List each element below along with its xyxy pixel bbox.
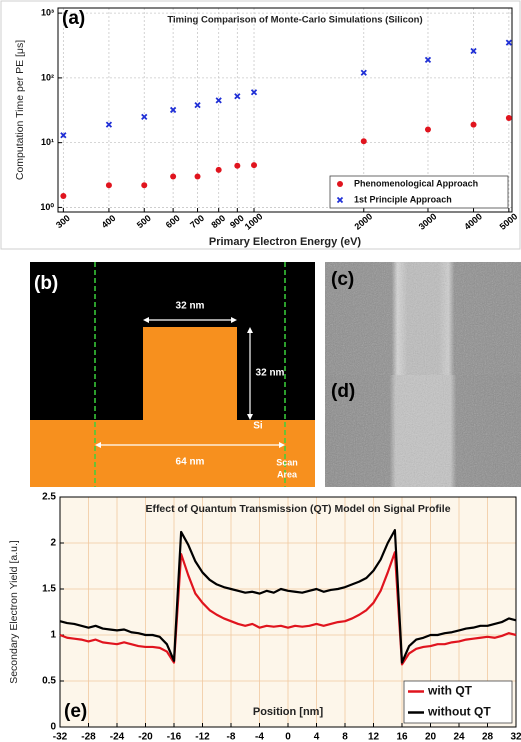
y-tick-label: 2.5 xyxy=(42,492,56,503)
x-tick-label: -8 xyxy=(227,732,236,742)
legend-label: with QT xyxy=(427,684,473,698)
dimension-label: 64 nm xyxy=(176,457,205,468)
data-point xyxy=(234,163,240,169)
y-tick-label: 10⁰ xyxy=(40,202,54,212)
x-tick-label: -32 xyxy=(53,732,68,742)
x-axis-label: Primary Electron Energy (eV) xyxy=(209,236,362,248)
x-tick-label: 0 xyxy=(285,732,291,742)
y-tick-label: 1 xyxy=(50,630,56,641)
legend-label: Phenomenological Approach xyxy=(354,178,478,188)
x-tick-label: -20 xyxy=(138,732,153,742)
dimension-label: 32 nm xyxy=(256,368,285,379)
data-point xyxy=(170,174,176,180)
data-point xyxy=(425,126,431,132)
x-tick-label: -12 xyxy=(195,732,210,742)
y-tick-label: 2 xyxy=(50,538,56,549)
x-tick-label: -16 xyxy=(167,732,182,742)
data-point xyxy=(106,182,112,188)
y-tick-label: 10³ xyxy=(41,8,54,18)
panel-c: (c) xyxy=(325,262,521,375)
y-tick-label: 0.5 xyxy=(42,676,56,687)
x-tick-label: 16 xyxy=(396,732,408,742)
x-tick-label: 4 xyxy=(314,732,320,742)
panel-b: (b) 32 nm 32 nm Si 64 nm Scan Area xyxy=(30,262,315,487)
data-point xyxy=(60,193,66,199)
panel-label: (c) xyxy=(331,269,354,290)
y-tick-label: 10¹ xyxy=(41,137,54,147)
legend-label: 1st Principle Approach xyxy=(354,194,452,204)
page: (b) 32 nm 32 nm Si 64 nm Scan Area (c) (… xyxy=(0,0,521,742)
y-axis-label: Secondary Electron Yield [a.u.] xyxy=(8,540,20,684)
data-point xyxy=(251,162,257,168)
chart-title: Effect of Quantum Transmission (QT) Mode… xyxy=(145,503,450,515)
chart-title: Timing Comparison of Monte-Carlo Simulat… xyxy=(167,15,422,26)
panel-label: (e) xyxy=(64,701,87,722)
x-tick-label: 24 xyxy=(453,732,465,742)
panel-label: (d) xyxy=(331,381,355,402)
scan-area-label: Area xyxy=(277,469,298,479)
x-tick-label: -28 xyxy=(81,732,96,742)
data-point xyxy=(195,174,201,180)
y-tick-label: 10² xyxy=(41,72,54,82)
figure: (b) 32 nm 32 nm Si 64 nm Scan Area (c) (… xyxy=(0,0,521,742)
x-tick-label: 32 xyxy=(510,732,521,742)
panel-label: (a) xyxy=(62,8,85,29)
dimension-label: 32 nm xyxy=(176,301,205,312)
material-label: Si xyxy=(253,421,263,432)
x-tick-label: 12 xyxy=(368,732,380,742)
legend-label: without QT xyxy=(427,705,491,719)
data-point xyxy=(506,115,512,121)
y-tick-label: 1.5 xyxy=(42,584,56,595)
data-point xyxy=(216,167,222,173)
y-axis-label: Computation Time per PE [μs] xyxy=(14,40,26,180)
x-tick-label: 28 xyxy=(482,732,494,742)
data-point xyxy=(471,122,477,128)
x-tick-label: -24 xyxy=(110,732,125,742)
x-tick-label: 8 xyxy=(342,732,348,742)
x-tick-label: -4 xyxy=(255,732,264,742)
panel-d: (d) xyxy=(325,375,521,487)
data-point xyxy=(141,182,147,188)
sem-noise xyxy=(325,262,521,375)
scan-area-label: Scan xyxy=(276,457,298,467)
panel-label: (b) xyxy=(34,273,58,294)
x-axis-label: Position [nm] xyxy=(253,706,324,718)
data-point xyxy=(361,138,367,144)
x-tick-label: 20 xyxy=(425,732,437,742)
legend-swatch xyxy=(337,181,343,187)
